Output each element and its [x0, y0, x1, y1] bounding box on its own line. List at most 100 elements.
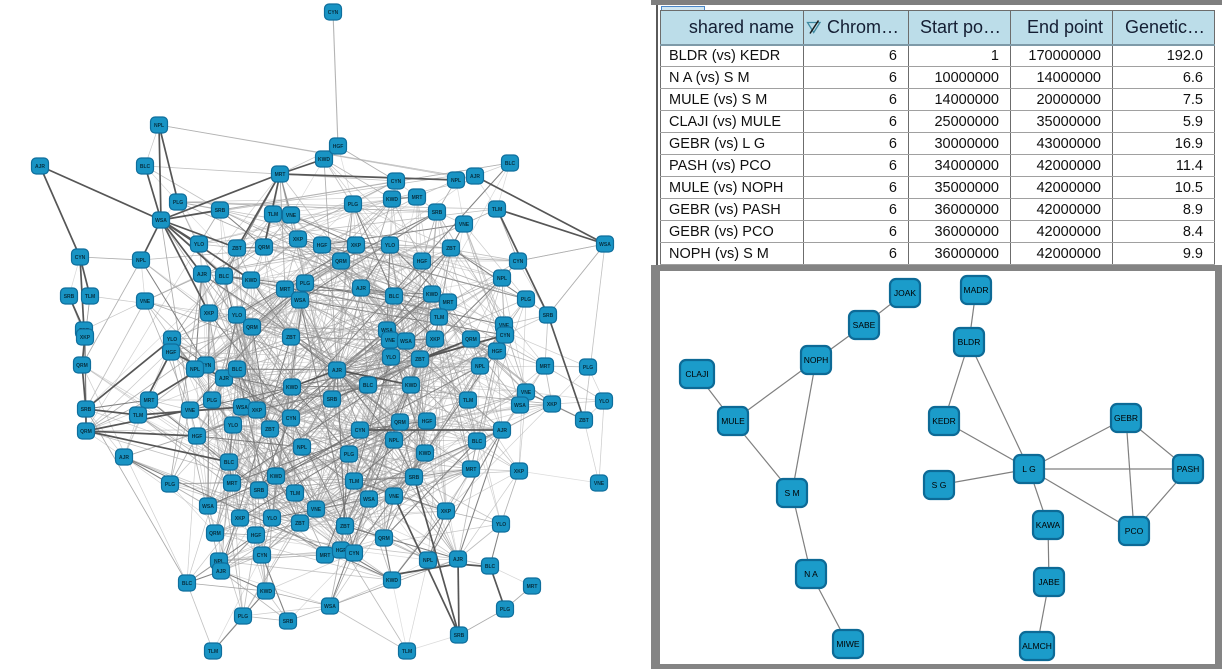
svg-text:ZBT: ZBT [232, 246, 242, 252]
svg-text:GEBR: GEBR [1114, 413, 1138, 423]
svg-text:AJR: AJR [35, 164, 45, 170]
svg-text:JABE: JABE [1038, 577, 1060, 587]
svg-text:TLM: TLM [349, 479, 359, 485]
svg-text:AJR: AJR [216, 569, 226, 575]
svg-text:WSA: WSA [236, 405, 248, 411]
svg-text:VNE: VNE [459, 222, 470, 228]
svg-text:PLG: PLG [348, 202, 358, 208]
svg-text:QRM: QRM [209, 531, 221, 537]
svg-text:SABE: SABE [853, 320, 876, 330]
svg-text:WSA: WSA [294, 298, 306, 304]
svg-text:BLC: BLC [363, 383, 374, 389]
svg-text:KWD: KWD [386, 578, 398, 584]
svg-text:ZBT: ZBT [415, 357, 425, 363]
svg-text:QRM: QRM [378, 536, 390, 542]
svg-text:CYN: CYN [513, 259, 524, 265]
svg-text:CYN: CYN [201, 363, 212, 369]
svg-text:BLC: BLC [505, 161, 516, 167]
svg-text:YLO: YLO [496, 522, 506, 528]
svg-text:QRM: QRM [246, 325, 258, 331]
svg-text:KWD: KWD [419, 451, 431, 457]
svg-text:N A: N A [804, 569, 818, 579]
svg-text:KWD: KWD [405, 383, 417, 389]
svg-text:KWD: KWD [426, 292, 438, 298]
svg-text:HGF: HGF [166, 350, 177, 356]
svg-text:PLG: PLG [238, 614, 248, 620]
svg-text:SRB: SRB [454, 633, 465, 639]
svg-text:KWD: KWD [270, 474, 282, 480]
svg-text:PASH: PASH [1177, 464, 1200, 474]
svg-text:TLM: TLM [268, 212, 278, 218]
svg-text:HGF: HGF [336, 548, 347, 554]
svg-text:WSA: WSA [202, 504, 214, 510]
svg-text:CYN: CYN [75, 255, 86, 261]
svg-text:AJR: AJR [219, 376, 229, 382]
svg-text:QRM: QRM [335, 259, 347, 265]
svg-text:TLM: TLM [463, 398, 473, 404]
svg-text:BLDR: BLDR [958, 337, 981, 347]
svg-text:NPL: NPL [423, 558, 433, 564]
svg-text:XKP: XKP [514, 469, 525, 475]
svg-text:MULE: MULE [721, 416, 745, 426]
svg-text:YLO: YLO [386, 355, 396, 361]
svg-text:CYN: CYN [355, 428, 366, 434]
svg-text:AJR: AJR [197, 272, 207, 278]
svg-text:MADR: MADR [963, 285, 988, 295]
svg-text:NPL: NPL [475, 364, 485, 370]
svg-text:NPL: NPL [497, 276, 507, 282]
svg-text:SRB: SRB [254, 488, 265, 494]
svg-text:MRT: MRT [227, 481, 238, 487]
svg-text:YLO: YLO [385, 243, 395, 249]
svg-text:SRB: SRB [543, 313, 554, 319]
svg-text:VNE: VNE [385, 338, 396, 344]
svg-text:BLC: BLC [140, 164, 151, 170]
svg-text:ZBT: ZBT [579, 418, 589, 424]
svg-text:CYN: CYN [349, 551, 360, 557]
svg-text:NOPH: NOPH [804, 355, 829, 365]
svg-text:AJR: AJR [497, 428, 507, 434]
svg-text:PLG: PLG [500, 607, 510, 613]
svg-text:VNE: VNE [140, 299, 151, 305]
svg-text:SRB: SRB [283, 619, 294, 625]
svg-text:MRT: MRT [540, 364, 551, 370]
svg-text:KWD: KWD [386, 197, 398, 203]
svg-text:PLG: PLG [583, 365, 593, 371]
svg-text:MRT: MRT [144, 398, 155, 404]
svg-text:XKP: XKP [351, 243, 362, 249]
svg-text:SRB: SRB [432, 210, 443, 216]
svg-text:PCO: PCO [1125, 526, 1144, 536]
svg-text:MIWE: MIWE [836, 639, 859, 649]
svg-text:YLO: YLO [194, 242, 204, 248]
svg-text:VNE: VNE [594, 481, 605, 487]
svg-text:CYN: CYN [328, 10, 339, 16]
svg-text:HGF: HGF [317, 243, 328, 249]
svg-text:WSA: WSA [400, 339, 412, 345]
svg-text:PLG: PLG [173, 200, 183, 206]
svg-text:NPL: NPL [154, 123, 164, 129]
svg-text:YLO: YLO [167, 337, 177, 343]
svg-text:S M: S M [784, 488, 799, 498]
svg-text:ZBT: ZBT [286, 335, 296, 341]
svg-text:SRB: SRB [81, 407, 92, 413]
svg-text:AJR: AJR [470, 174, 480, 180]
svg-text:JOAK: JOAK [894, 288, 917, 298]
svg-text:PLG: PLG [207, 398, 217, 404]
svg-text:L G: L G [1022, 464, 1035, 474]
svg-text:WSA: WSA [514, 403, 526, 409]
svg-text:BLC: BLC [389, 294, 400, 300]
svg-text:SRB: SRB [409, 475, 420, 481]
svg-text:VNE: VNE [521, 390, 532, 396]
svg-text:XKP: XKP [430, 337, 441, 343]
svg-text:HGF: HGF [251, 533, 262, 539]
svg-text:NPL: NPL [190, 367, 200, 373]
svg-text:BLC: BLC [219, 274, 230, 280]
svg-text:TLM: TLM [434, 315, 444, 321]
svg-text:AJR: AJR [356, 286, 366, 292]
svg-text:HGF: HGF [417, 259, 428, 265]
svg-text:XKP: XKP [235, 516, 246, 522]
svg-text:VNE: VNE [499, 323, 510, 329]
svg-text:S G: S G [932, 480, 947, 490]
svg-text:MRT: MRT [275, 172, 286, 178]
svg-text:SRB: SRB [215, 208, 226, 214]
svg-text:TLM: TLM [85, 294, 95, 300]
